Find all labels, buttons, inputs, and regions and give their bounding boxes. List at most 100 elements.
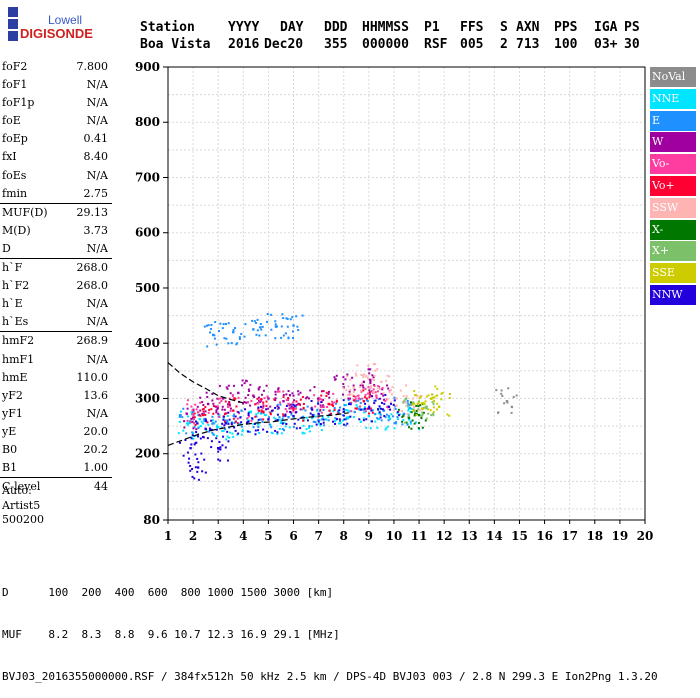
param-name: yE [2,424,17,438]
scatter-point-w [327,393,330,396]
scatter-point-noval [506,401,509,404]
scatter-point-vo [302,419,305,422]
scatter-point-e [286,325,289,328]
param-value: 268.0 [76,261,109,275]
scatter-point-vo [207,411,210,414]
scatter-point-ssw [359,389,362,392]
scatter-point-vo [219,397,222,400]
scatter-point-e [240,332,243,335]
scatter-point-e [290,403,293,406]
param-name: foE [2,114,21,128]
scatter-point-vo [206,421,209,424]
scatter-point-noval [500,392,503,395]
scatter-point-w [361,384,364,387]
scatter-point-vo [350,410,353,413]
scatter-point-x [402,414,405,417]
scatter-point-nnw [191,468,194,471]
scatter-point-nnw [342,399,345,402]
scatter-point-vo [265,404,268,407]
scatter-point-e [213,334,216,337]
scatter-point-vo [327,402,330,406]
scatter-point-nne [398,413,401,416]
scatter-point-ssw [354,372,357,375]
param-name: B0 [2,442,18,456]
scatter-point-nnw [285,404,288,407]
scatter-point-nne [276,432,279,435]
scatter-point-sse [419,395,422,398]
legend-item-x: X+ [650,241,696,262]
scatter-point-nnw [343,418,346,421]
legend-item-vo: Vo+ [650,175,696,196]
scatter-point-nne [301,408,304,411]
scatter-point-w [222,397,225,400]
scatter-point-vo [228,397,231,400]
scatter-point-w [289,403,292,406]
scatter-point-vo [332,392,335,395]
scatter-point-e [376,417,379,420]
legend-item-w: W [650,132,696,153]
scatter-point-e [255,415,258,418]
scatter-point-nnw [349,415,352,418]
scatter-point-e [295,315,298,318]
scatter-point-x [418,421,421,424]
scatter-point-ssw [365,375,368,378]
scatter-point-w [276,405,279,408]
scatter-point-w [260,393,263,396]
x-tick-label: 20 [637,529,654,543]
scatter-point-vo [223,413,226,416]
param-name: fxI [2,150,17,164]
scatter-point-w [274,397,277,400]
scatter-point-sse [436,402,439,405]
scatter-point-e [282,334,285,337]
scatter-point-w [322,399,325,402]
scatter-point-vo [328,409,331,412]
header-value-4: 000000 [362,37,409,52]
scatter-point-w [288,394,291,397]
scatter-point-nne [384,428,387,431]
scatter-point-w [342,393,345,396]
param-value: N/A [86,168,108,182]
scatter-point-w [201,401,204,404]
scatter-point-w [192,427,195,430]
scatter-point-e [261,325,264,328]
scatter-point-e [344,424,347,427]
legend-item-e: E [650,110,696,131]
scatter-point-w [274,390,277,393]
scatter-point-nnw [234,415,237,418]
header-value-6: 005 [460,37,484,52]
param-row: fmin 2.75 [0,185,112,203]
param-value: N/A [86,352,108,366]
scatter-point-e [304,409,307,412]
scatter-point-sse [434,385,437,388]
scatter-point-nne [409,422,412,425]
scatter-point-nnw [221,422,224,425]
scatter-point-nne [231,421,234,424]
scatter-point-e [225,337,228,340]
header-label-2: DAY [280,20,304,35]
scatter-point-e [394,405,397,408]
scatter-point-e [214,321,217,324]
scatter-point-vo [234,420,237,423]
scatter-point-w [348,390,351,393]
scatter-point-vo [361,397,364,400]
scatter-point-vo [318,397,321,400]
scatter-point-w [183,420,186,423]
scatter-point-nne [302,424,305,427]
scatter-point-ssw [361,374,364,377]
scatter-point-w [248,390,251,393]
param-row: h`E N/A [0,295,112,313]
scatter-point-ssw [360,373,363,376]
scatter-point-w [252,394,255,397]
scatter-point-e [255,322,258,325]
scatter-point-sse [437,405,441,408]
scatter-point-nnw [311,408,314,411]
scatter-point-x [410,404,413,407]
scatter-point-nne [199,424,202,428]
scatter-point-e [276,403,279,406]
scatter-point-nne [363,406,366,409]
scatter-point-w [227,384,230,387]
scatter-point-w [380,392,383,395]
scatter-point-vo [199,401,202,404]
scatter-point-vo [259,399,262,402]
scatter-point-nne [321,416,324,419]
